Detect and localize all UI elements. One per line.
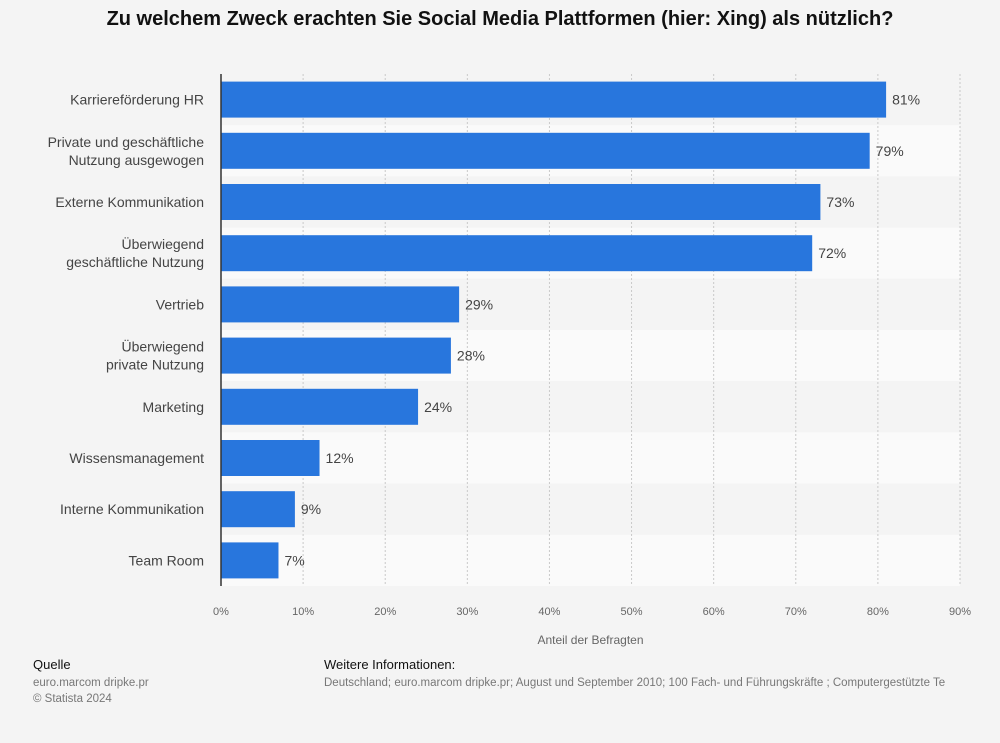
- x-tick-label: 50%: [621, 606, 643, 618]
- source-heading: Quelle: [33, 657, 71, 672]
- data-label: 7%: [284, 552, 304, 568]
- bar[interactable]: [221, 132, 870, 169]
- category-label: Team Room: [129, 552, 204, 568]
- bars: [221, 81, 887, 579]
- bar[interactable]: [221, 542, 279, 579]
- x-tick-label: 80%: [867, 606, 889, 618]
- data-label: 79%: [876, 143, 904, 159]
- x-tick-label: 20%: [374, 606, 396, 618]
- category-label-line: Externe Kommunikation: [55, 194, 204, 210]
- x-tick-label: 90%: [949, 606, 971, 618]
- category-label: Wissensmanagement: [69, 450, 204, 466]
- row-band: [221, 534, 960, 586]
- data-label: 81%: [892, 92, 920, 108]
- category-label: Externe Kommunikation: [55, 194, 204, 210]
- x-tick-label: 60%: [703, 606, 725, 618]
- source-block: Quelle euro.marcom dripke.pr © Statista …: [33, 657, 149, 707]
- copyright-line: © Statista 2024: [33, 693, 112, 705]
- bar-chart: Karriereförderung HR Private und geschäft…: [48, 74, 971, 647]
- info-text: Deutschland; euro.marcom dripke.pr; Augu…: [324, 677, 946, 689]
- category-label-line: geschäftliche Nutzung: [66, 254, 204, 270]
- category-label-line: Private und geschäftliche: [48, 134, 205, 150]
- category-label: Vertrieb: [156, 296, 204, 312]
- info-heading: Weitere Informationen:: [324, 657, 456, 672]
- category-label-line: Marketing: [143, 399, 204, 415]
- category-label-line: Überwiegend: [122, 338, 205, 355]
- bar[interactable]: [221, 491, 295, 528]
- bar[interactable]: [221, 184, 821, 220]
- category-labels: Karriereförderung HR Private und geschäft…: [48, 92, 205, 569]
- category-label: Überwiegend geschäftliche Nutzung: [66, 235, 204, 270]
- data-label: 24%: [424, 399, 452, 415]
- data-label: 28%: [457, 348, 485, 364]
- info-block: Weitere Informationen: Deutschland; euro…: [324, 657, 945, 691]
- x-axis-title: Anteil der Befragten: [537, 633, 643, 647]
- bar[interactable]: [221, 81, 887, 118]
- data-label: 9%: [301, 501, 321, 517]
- x-tick-label: 40%: [538, 606, 560, 618]
- data-label: 29%: [465, 296, 493, 312]
- bar[interactable]: [221, 235, 813, 272]
- category-label-line: Nutzung ausgewogen: [69, 152, 204, 168]
- category-label-line: private Nutzung: [106, 357, 204, 373]
- data-label: 72%: [818, 245, 846, 261]
- x-tick-label: 30%: [456, 606, 478, 618]
- category-label-line: Interne Kommunikation: [60, 501, 204, 517]
- row-band: [221, 483, 960, 535]
- category-label-line: Vertrieb: [156, 296, 204, 312]
- bar[interactable]: [221, 388, 419, 425]
- bar[interactable]: [221, 440, 320, 476]
- category-label: Karriereförderung HR: [70, 92, 204, 108]
- bar[interactable]: [221, 337, 451, 374]
- category-label-line: Karriereförderung HR: [70, 92, 204, 108]
- category-label: Überwiegend private Nutzung: [106, 338, 204, 373]
- row-band: [221, 432, 960, 484]
- x-tick-label: 70%: [785, 606, 807, 618]
- x-tick-labels: 0% 10% 20% 30% 40% 50% 60% 70% 80% 90%: [213, 606, 971, 618]
- x-tick-label: 10%: [292, 606, 314, 618]
- bar[interactable]: [221, 286, 460, 323]
- source-line[interactable]: euro.marcom dripke.pr: [33, 677, 149, 689]
- chart-title: Zu welchem Zweck erachten Sie Social Med…: [106, 8, 894, 30]
- data-label: 73%: [826, 194, 854, 210]
- value-labels: 81% 79% 73% 72% 29% 28% 24% 12% 9% 7%: [284, 92, 920, 569]
- category-label: Marketing: [143, 399, 204, 415]
- category-label: Interne Kommunikation: [60, 501, 204, 517]
- data-label: 12%: [326, 450, 354, 466]
- x-tick-label: 0%: [213, 606, 229, 618]
- category-label-line: Team Room: [129, 552, 204, 568]
- category-label-line: Überwiegend: [122, 235, 205, 252]
- category-label: Private und geschäftliche Nutzung ausgewo…: [48, 134, 205, 168]
- category-label-line: Wissensmanagement: [69, 450, 204, 466]
